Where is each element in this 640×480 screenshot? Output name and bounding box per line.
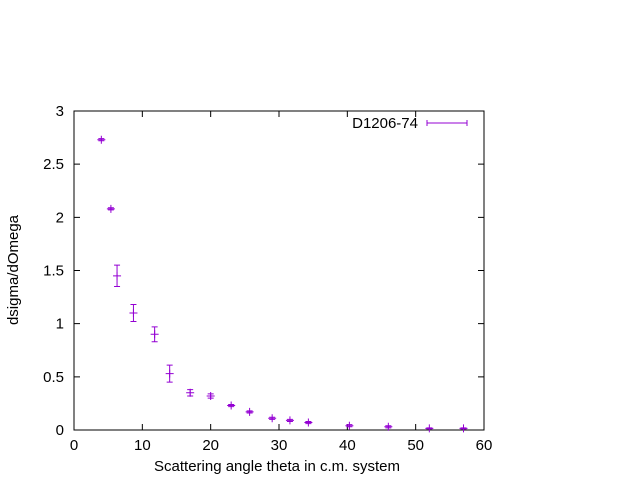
- point: [106, 204, 115, 213]
- point: [206, 391, 215, 400]
- point: [425, 424, 434, 433]
- x-tick-label: 60: [476, 437, 493, 454]
- point: [459, 424, 468, 433]
- point: [97, 135, 106, 144]
- y-axis-label: dsigma/dOmega: [5, 214, 22, 325]
- y-tick-label: 3: [56, 103, 64, 120]
- legend-sample: [426, 120, 468, 126]
- x-tick-label: 40: [339, 437, 356, 454]
- legend-label: D1206-74: [352, 115, 418, 132]
- point: [245, 407, 254, 416]
- y-tick-label: 2: [56, 209, 64, 226]
- point: [150, 330, 159, 339]
- x-tick-label: 50: [407, 437, 424, 454]
- x-tick-label: 0: [70, 437, 78, 454]
- y-tick-label: 1.5: [43, 263, 64, 280]
- point: [268, 414, 277, 423]
- y-tick-label: 2.5: [43, 156, 64, 173]
- x-tick-label: 10: [134, 437, 151, 454]
- plot-border: [73, 110, 485, 431]
- point: [384, 422, 393, 431]
- point: [129, 309, 138, 318]
- point: [165, 369, 174, 378]
- point: [113, 271, 122, 280]
- y-tick-label: 0: [56, 422, 64, 439]
- point: [345, 421, 354, 430]
- x-tick-label: 30: [271, 437, 288, 454]
- y-tick-label: 1: [56, 316, 64, 333]
- y-tick-label: 0.5: [43, 369, 64, 386]
- x-axis-label: Scattering angle theta in c.m. system: [154, 458, 400, 475]
- point: [227, 401, 236, 410]
- x-tick-label: 20: [202, 437, 219, 454]
- point: [304, 418, 313, 427]
- point: [186, 388, 195, 397]
- point: [285, 416, 294, 425]
